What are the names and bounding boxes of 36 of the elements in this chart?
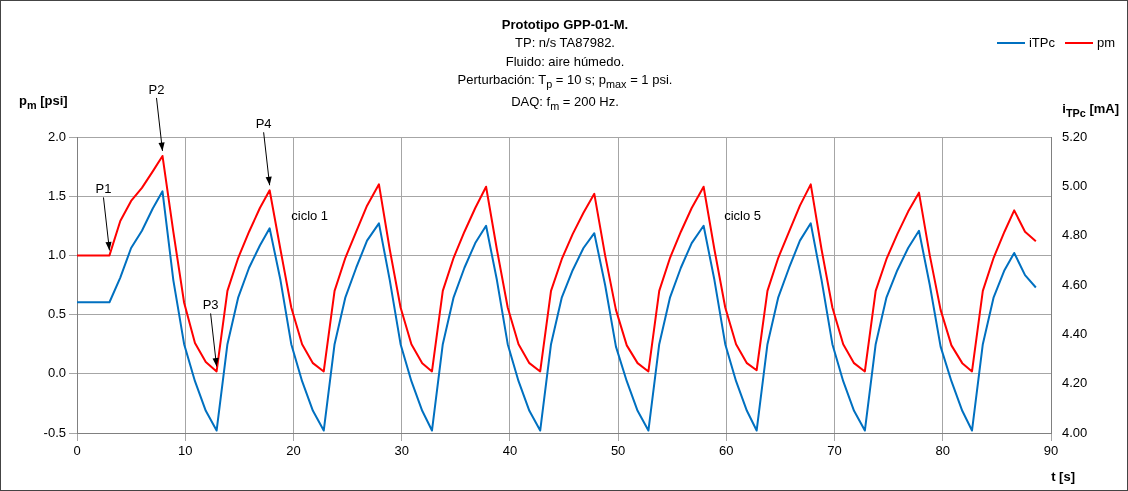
- annotation: P4: [255, 116, 272, 132]
- y2-tick-label: 4.80: [1062, 227, 1088, 243]
- legend-label: pm: [1096, 35, 1115, 50]
- x-tick-label: 90: [1043, 443, 1059, 459]
- x-tick-label: 20: [286, 443, 301, 459]
- legend-label: iTPc: [1028, 35, 1055, 50]
- x-tick-label: 60: [719, 443, 734, 459]
- y2-tick-label: 4.60: [1062, 276, 1088, 292]
- y2-tick-label: 5.00: [1062, 177, 1088, 193]
- x-tick-label: 80: [935, 443, 951, 459]
- annotation: ciclo 1: [291, 207, 329, 223]
- x-tick-label: 30: [394, 443, 409, 459]
- y-tick-label: 2.0: [47, 128, 66, 144]
- chart-title: Prototipo GPP-01-M.: [500, 17, 630, 32]
- y-tick-label: -0.5: [43, 424, 66, 440]
- y-axis-title: p$_{m}$ [psi]: [19, 93, 68, 111]
- x-tick-label: 10: [177, 443, 193, 459]
- y2-tick-label: 5.20: [1062, 128, 1088, 144]
- x-tick-label: 0: [73, 443, 81, 459]
- y-tick-label: 1.5: [47, 187, 66, 203]
- x-tick-label: 40: [502, 443, 518, 459]
- annotation: P2: [148, 81, 165, 97]
- y2-tick-label: 4.40: [1062, 325, 1088, 341]
- y2-axis-title: i$_{TPc}$ [mA]: [1062, 101, 1119, 119]
- annotation: P3: [202, 297, 219, 313]
- x-tick-label: 70: [827, 443, 842, 459]
- y-tick-label: 0.5: [47, 306, 66, 322]
- y2-tick-label: 4.00: [1062, 424, 1088, 440]
- annotation: ciclo 5: [724, 207, 761, 223]
- text: TP: n/s TA87982. Fluido: aire húmedo. Perturbación: T$_{p}$ = 10 s; p$_{max}$ = 1 psi. DAQ: f$_{m}$ = 200 Hz.: [457, 35, 673, 112]
- annotation: P1: [95, 181, 112, 197]
- x-axis-title: t [s]: [1051, 469, 1075, 484]
- y-tick-label: 0.0: [47, 365, 66, 381]
- y2-tick-label: 4.20: [1062, 375, 1088, 391]
- x-tick-label: 50: [610, 443, 626, 459]
- y-tick-label: 1.0: [47, 246, 66, 262]
